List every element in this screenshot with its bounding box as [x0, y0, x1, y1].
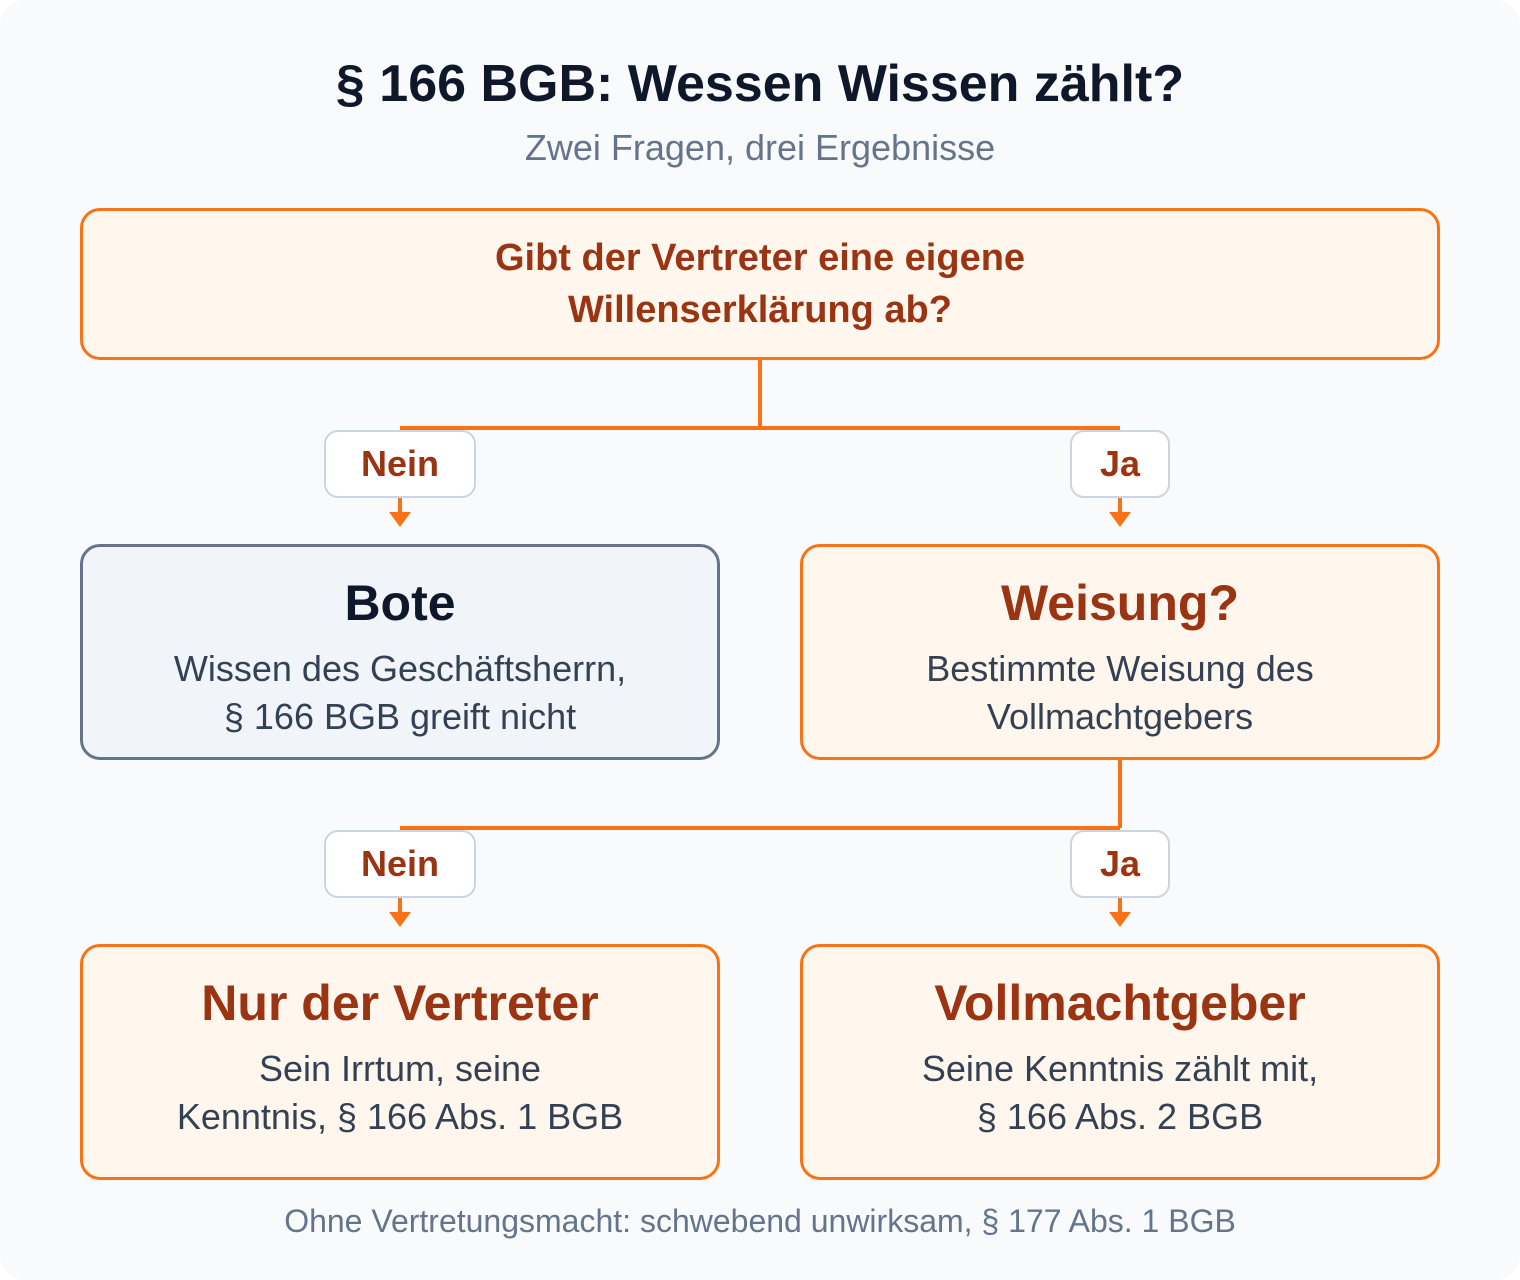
vollmachtgeber-line-2: § 166 Abs. 2 BGB: [976, 1096, 1264, 1137]
arrow-head-weisung: [1109, 512, 1131, 527]
question-line-1: Gibt der Vertreter eine eigene: [494, 237, 1026, 279]
footer-note: Ohne Vertretungsmacht: schwebend unwirks…: [284, 1203, 1236, 1239]
arrow-head-vertreter: [389, 912, 411, 927]
arrow-head-bote: [389, 512, 411, 527]
bote-line-1: Wissen des Geschäftsherrn,: [173, 648, 627, 689]
vollmachtgeber-title: Vollmachtgeber: [934, 975, 1306, 1031]
branch2-no-label: Nein: [324, 830, 476, 898]
weisung-line-1: Bestimmte Weisung des: [926, 648, 1314, 689]
vertreter-line-1: Sein Irrtum, seine: [258, 1048, 542, 1089]
question-line-2: Willenserklärung ab?: [568, 289, 952, 331]
vertreter-text: Sein Irrtum, seine Kenntnis, § 166 Abs. …: [83, 1045, 717, 1141]
vertreter-box: Nur der Vertreter Sein Irrtum, seine Ken…: [80, 944, 720, 1180]
vertreter-line-2: Kenntnis, § 166 Abs. 1 BGB: [176, 1096, 624, 1137]
diagram-subtitle: Zwei Fragen, drei Ergebnisse: [524, 127, 996, 168]
weisung-box: Weisung? Bestimmte Weisung des Vollmacht…: [800, 544, 1440, 760]
weisung-line-2: Vollmachtgebers: [986, 696, 1254, 737]
weisung-title: Weisung?: [1001, 575, 1239, 631]
question-box: Gibt der Vertreter eine eigene Willenser…: [80, 208, 1440, 360]
vollmachtgeber-line-1: Seine Kenntnis zählt mit,: [921, 1048, 1319, 1089]
diagram-title: § 166 BGB: Wessen Wissen zählt?: [335, 55, 1185, 113]
bote-title: Bote: [344, 575, 456, 631]
vertreter-title: Nur der Vertreter: [201, 975, 599, 1031]
arrow-head-vollmachtgeber: [1109, 912, 1131, 927]
vollmachtgeber-text: Seine Kenntnis zählt mit, § 166 Abs. 2 B…: [803, 1045, 1437, 1141]
branch1-no-label: Nein: [324, 430, 476, 498]
branch2-yes-label: Ja: [1070, 830, 1170, 898]
bote-text: Wissen des Geschäftsherrn, § 166 BGB gre…: [83, 645, 717, 741]
branch1-yes-label: Ja: [1070, 430, 1170, 498]
weisung-text: Bestimmte Weisung des Vollmachtgebers: [803, 645, 1437, 741]
vollmachtgeber-box: Vollmachtgeber Seine Kenntnis zählt mit,…: [800, 944, 1440, 1180]
bote-line-2: § 166 BGB greift nicht: [223, 696, 577, 737]
bote-box: Bote Wissen des Geschäftsherrn, § 166 BG…: [80, 544, 720, 760]
